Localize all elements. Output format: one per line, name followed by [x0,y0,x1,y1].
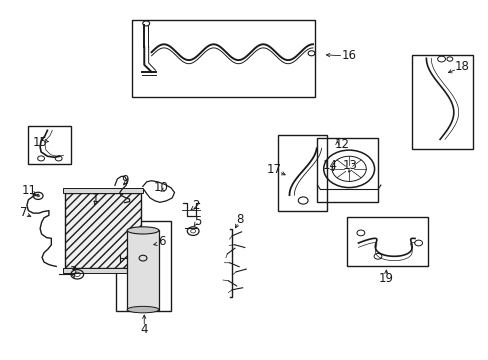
Bar [62,188,143,193]
Text: 9: 9 [121,174,128,186]
Text: 4: 4 [140,323,148,336]
Bar [65,193,141,268]
Bar [277,135,326,211]
Text: 19: 19 [378,273,393,285]
Bar [346,217,427,266]
Text: 6: 6 [158,235,166,248]
Text: 1: 1 [91,192,99,204]
Text: 11: 11 [22,184,37,197]
Text: 5: 5 [194,215,202,228]
Text: 17: 17 [266,163,281,176]
Ellipse shape [127,306,159,313]
Text: 14: 14 [322,159,337,172]
Text: 8: 8 [235,213,243,226]
Text: 16: 16 [342,49,356,62]
Bar [127,230,159,310]
Bar [62,268,143,273]
Bar [132,20,315,97]
Ellipse shape [127,227,159,234]
Text: 12: 12 [334,138,349,150]
Bar [411,55,472,149]
Text: 2: 2 [191,199,199,212]
Bar [316,138,377,202]
Text: 13: 13 [342,159,356,172]
Text: 7: 7 [20,206,27,219]
Circle shape [36,194,40,197]
Bar [28,126,71,164]
Text: 18: 18 [454,60,468,73]
Text: 10: 10 [154,181,168,194]
Bar [116,221,171,311]
Text: 3: 3 [68,265,76,278]
Text: 15: 15 [33,136,47,149]
